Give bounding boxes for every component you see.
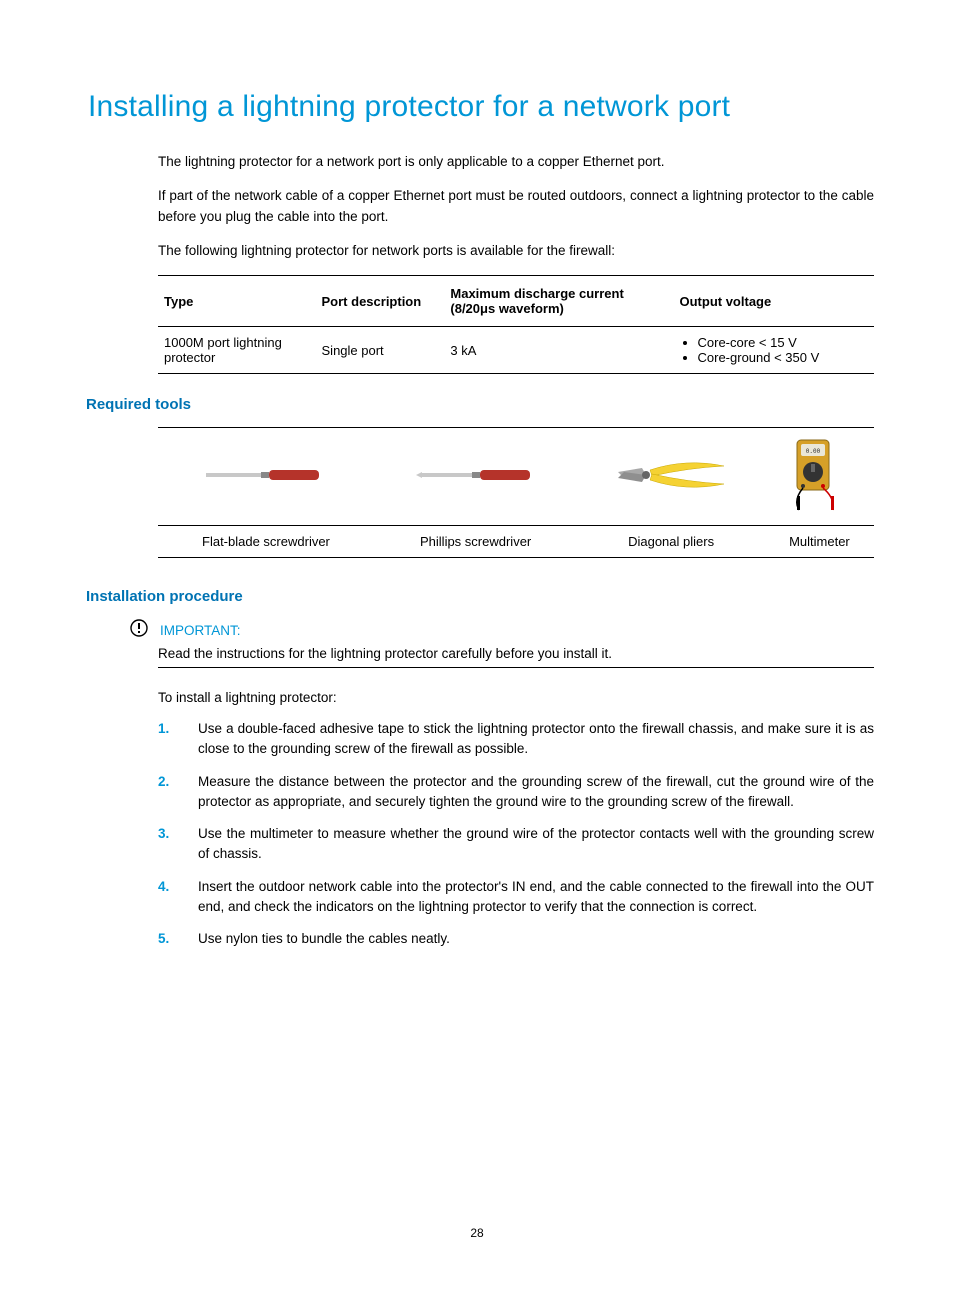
steps-intro: To install a lightning protector:	[158, 690, 874, 705]
step-text: Use a double-faced adhesive tape to stic…	[198, 721, 874, 756]
tool-label-flat: Flat-blade screwdriver	[158, 526, 374, 558]
page-title: Installing a lightning protector for a n…	[88, 90, 874, 124]
step-text: Use the multimeter to measure whether th…	[198, 826, 874, 861]
diagonal-pliers-icon	[577, 428, 765, 526]
th-port: Port description	[316, 276, 445, 327]
tools-table: 0.00 Flat-blade screwdriver Phillips scr…	[158, 427, 874, 558]
step-number: 5.	[158, 929, 169, 949]
section-required-tools: Required tools	[86, 396, 874, 413]
tool-label-multimeter: Multimeter	[765, 526, 874, 558]
important-icon	[130, 619, 148, 642]
page-number: 28	[0, 1226, 954, 1240]
cell-type: 1000M port lightning protector	[158, 327, 316, 374]
step-text: Measure the distance between the protect…	[198, 774, 874, 809]
step-number: 4.	[158, 877, 169, 897]
th-output: Output voltage	[674, 276, 875, 327]
output-item-2: Core-ground < 350 V	[698, 350, 869, 365]
intro-paragraph-2: If part of the network cable of a copper…	[158, 186, 874, 227]
th-discharge: Maximum discharge current (8/20μs wavefo…	[444, 276, 673, 327]
step-number: 2.	[158, 772, 169, 792]
table-header-row: Type Port description Maximum discharge …	[158, 276, 874, 327]
steps-list: 1. Use a double-faced adhesive tape to st…	[158, 719, 874, 949]
table-row: 1000M port lightning protector Single po…	[158, 327, 874, 374]
step-1: 1. Use a double-faced adhesive tape to st…	[158, 719, 874, 760]
th-type: Type	[158, 276, 316, 327]
cell-discharge: 3 kA	[444, 327, 673, 374]
step-3: 3. Use the multimeter to measure whether …	[158, 824, 874, 865]
tools-label-row: Flat-blade screwdriver Phillips screwdri…	[158, 526, 874, 558]
step-number: 3.	[158, 824, 169, 844]
important-label: IMPORTANT:	[160, 623, 241, 638]
important-text: Read the instructions for the lightning …	[158, 646, 874, 668]
tools-image-row: 0.00	[158, 428, 874, 526]
section-installation-procedure: Installation procedure	[86, 588, 874, 605]
intro-paragraph-3: The following lightning protector for ne…	[158, 241, 874, 261]
spec-table: Type Port description Maximum discharge …	[158, 275, 874, 374]
cell-output: Core-core < 15 V Core-ground < 350 V	[674, 327, 875, 374]
step-number: 1.	[158, 719, 169, 739]
important-block: IMPORTANT: Read the instructions for the…	[130, 619, 874, 668]
step-text: Insert the outdoor network cable into th…	[198, 879, 874, 914]
tool-label-phillips: Phillips screwdriver	[374, 526, 577, 558]
cell-port: Single port	[316, 327, 445, 374]
tool-label-pliers: Diagonal pliers	[577, 526, 765, 558]
phillips-screwdriver-icon	[374, 428, 577, 526]
multimeter-icon: 0.00	[765, 428, 874, 526]
intro-paragraph-1: The lightning protector for a network po…	[158, 152, 874, 172]
step-2: 2. Measure the distance between the prote…	[158, 772, 874, 813]
output-item-1: Core-core < 15 V	[698, 335, 869, 350]
step-4: 4. Insert the outdoor network cable into …	[158, 877, 874, 918]
step-text: Use nylon ties to bundle the cables neat…	[198, 931, 450, 946]
step-5: 5. Use nylon ties to bundle the cables ne…	[158, 929, 874, 949]
svg-text:0.00: 0.00	[806, 448, 821, 455]
flat-screwdriver-icon	[158, 428, 374, 526]
